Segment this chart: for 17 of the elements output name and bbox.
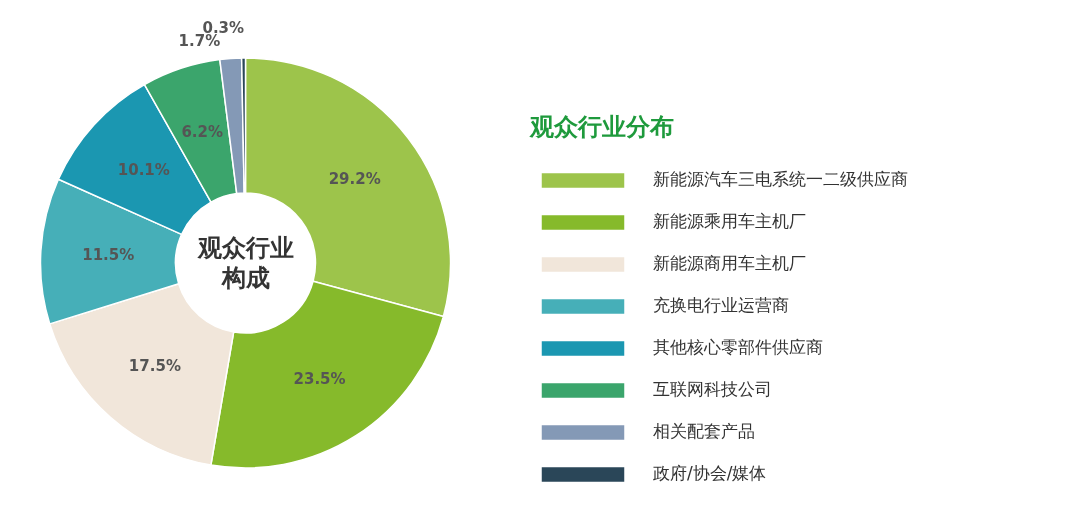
legend-label: 政府/协会/媒体 [653,462,767,485]
legend-label: 新能源商用车主机厂 [653,252,806,275]
data-label: 17.5% [128,357,181,376]
data-label: 6.2% [181,123,223,142]
legend-label: 其他核心零部件供应商 [653,336,823,359]
legend-label: 相关配套产品 [653,420,755,443]
data-label: 10.1% [117,161,170,180]
legend-label: 互联网科技公司 [653,378,772,401]
text: 观众行业 [196,234,294,262]
legend-title: 观众行业分布 [530,112,675,143]
data-label: 11.5% [82,245,135,264]
data-label: 23.5% [293,369,346,388]
legend-label: 充换电行业运营商 [653,294,789,317]
data-label: 29.2% [328,170,381,189]
legend-label: 新能源汽车三电系统一二级供应商 [653,168,908,191]
text: 构成 [220,264,270,292]
legend-label: 新能源乘用车主机厂 [653,210,806,233]
